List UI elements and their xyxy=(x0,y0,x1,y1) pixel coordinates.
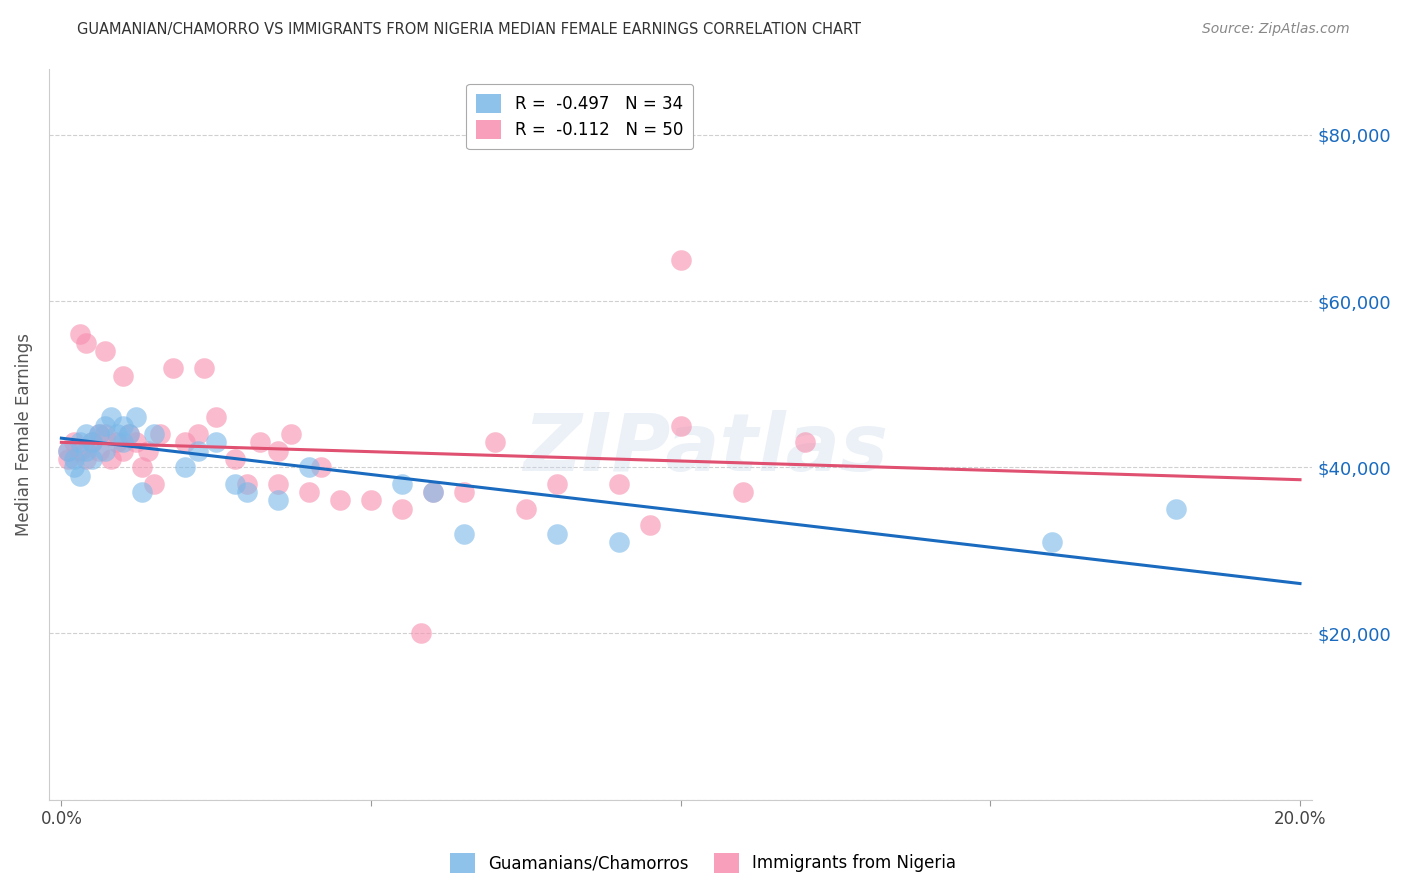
Point xyxy=(453,485,475,500)
Point xyxy=(75,443,97,458)
Point xyxy=(546,526,568,541)
Point xyxy=(105,435,128,450)
Y-axis label: Median Female Earnings: Median Female Earnings xyxy=(15,333,32,535)
Point xyxy=(56,443,79,458)
Point xyxy=(56,443,79,458)
Point xyxy=(112,443,135,458)
Text: Source: ZipAtlas.com: Source: ZipAtlas.com xyxy=(1202,22,1350,37)
Point xyxy=(69,435,91,450)
Point xyxy=(100,452,122,467)
Point xyxy=(93,418,115,433)
Point xyxy=(75,427,97,442)
Point xyxy=(174,435,197,450)
Point xyxy=(205,410,228,425)
Point xyxy=(162,360,184,375)
Legend: Guamanians/Chamorros, Immigrants from Nigeria: Guamanians/Chamorros, Immigrants from Ni… xyxy=(443,847,963,880)
Point xyxy=(93,343,115,358)
Point xyxy=(280,427,302,442)
Point xyxy=(56,452,79,467)
Point xyxy=(515,501,537,516)
Text: GUAMANIAN/CHAMORRO VS IMMIGRANTS FROM NIGERIA MEDIAN FEMALE EARNINGS CORRELATION: GUAMANIAN/CHAMORRO VS IMMIGRANTS FROM NI… xyxy=(77,22,862,37)
Point xyxy=(131,460,153,475)
Point xyxy=(453,526,475,541)
Point xyxy=(607,476,630,491)
Point xyxy=(249,435,271,450)
Point xyxy=(62,435,84,450)
Point xyxy=(82,435,104,450)
Point xyxy=(82,435,104,450)
Point xyxy=(422,485,444,500)
Point xyxy=(131,485,153,500)
Point xyxy=(298,460,321,475)
Point xyxy=(112,368,135,383)
Point xyxy=(391,476,413,491)
Point xyxy=(193,360,215,375)
Point xyxy=(236,476,259,491)
Point xyxy=(118,427,141,442)
Point xyxy=(793,435,815,450)
Point xyxy=(174,460,197,475)
Point xyxy=(669,252,692,267)
Point xyxy=(224,452,246,467)
Point xyxy=(224,476,246,491)
Point xyxy=(311,460,333,475)
Point xyxy=(669,418,692,433)
Point xyxy=(638,518,661,533)
Point xyxy=(607,535,630,549)
Point xyxy=(118,427,141,442)
Point xyxy=(62,452,84,467)
Point xyxy=(422,485,444,500)
Point xyxy=(124,435,146,450)
Point xyxy=(93,427,115,442)
Point xyxy=(75,335,97,350)
Point xyxy=(409,626,432,640)
Point xyxy=(205,435,228,450)
Point xyxy=(93,443,115,458)
Point xyxy=(69,468,91,483)
Point xyxy=(75,452,97,467)
Point xyxy=(484,435,506,450)
Point xyxy=(1166,501,1188,516)
Point xyxy=(112,418,135,433)
Point xyxy=(546,476,568,491)
Point xyxy=(298,485,321,500)
Point xyxy=(87,443,110,458)
Point xyxy=(1040,535,1063,549)
Text: ZIPatlas: ZIPatlas xyxy=(523,409,889,488)
Legend: R =  -0.497   N = 34, R =  -0.112   N = 50: R = -0.497 N = 34, R = -0.112 N = 50 xyxy=(467,84,693,149)
Point xyxy=(329,493,352,508)
Point xyxy=(69,443,91,458)
Point xyxy=(105,427,128,442)
Point xyxy=(149,427,172,442)
Point xyxy=(360,493,382,508)
Point xyxy=(143,427,166,442)
Point xyxy=(391,501,413,516)
Point xyxy=(124,410,146,425)
Point xyxy=(87,427,110,442)
Point xyxy=(62,460,84,475)
Point xyxy=(731,485,754,500)
Point xyxy=(112,435,135,450)
Point xyxy=(69,327,91,342)
Point xyxy=(267,476,290,491)
Point xyxy=(267,493,290,508)
Point xyxy=(82,452,104,467)
Point xyxy=(87,427,110,442)
Point xyxy=(136,443,159,458)
Point xyxy=(100,410,122,425)
Point xyxy=(187,443,209,458)
Point xyxy=(267,443,290,458)
Point xyxy=(187,427,209,442)
Point xyxy=(236,485,259,500)
Point xyxy=(143,476,166,491)
